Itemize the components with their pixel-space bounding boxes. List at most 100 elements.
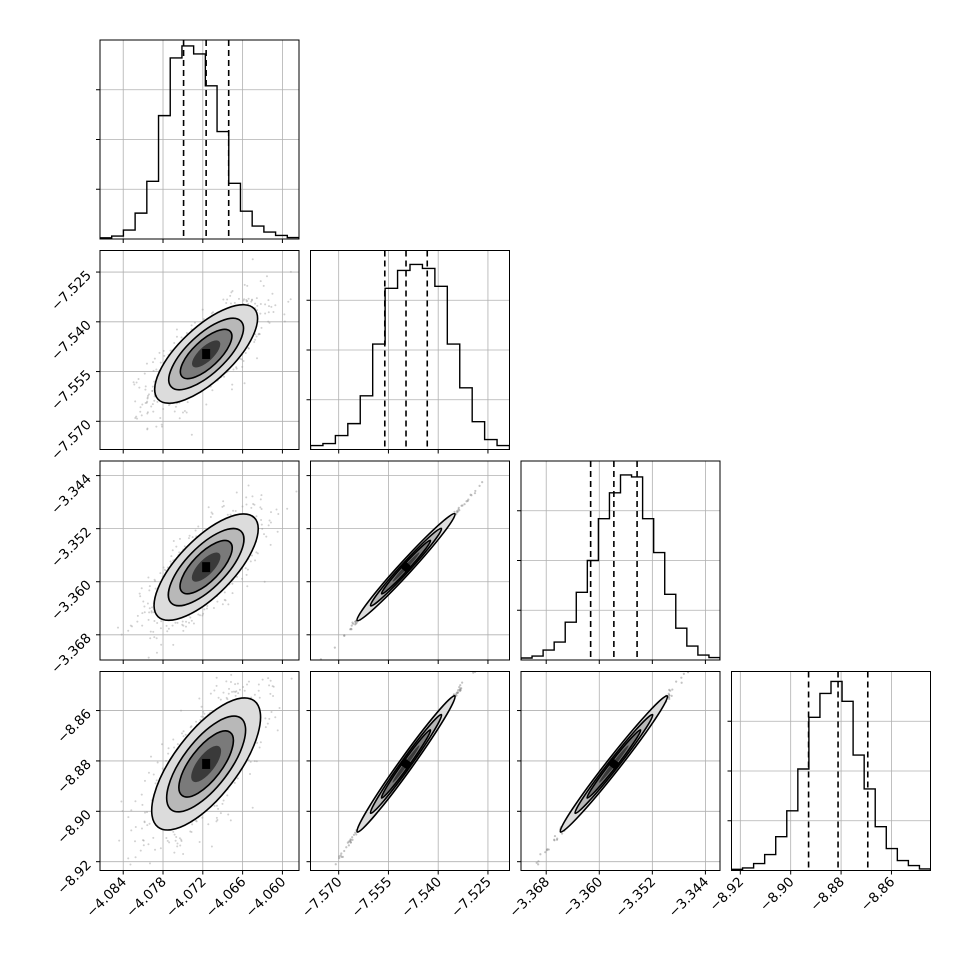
scatter-point [258, 696, 261, 699]
scatter-point [176, 845, 179, 848]
scatter-point [207, 506, 210, 509]
scatter-point [259, 312, 262, 315]
scatter-point [188, 534, 191, 537]
scatter-point [192, 622, 195, 625]
scatter-point [237, 297, 240, 300]
scatter-point [144, 388, 147, 391]
scatter-point [350, 624, 353, 627]
scatter-point [268, 684, 271, 687]
scatter-point [202, 612, 205, 615]
scatter-point [120, 633, 123, 636]
scatter-point [178, 417, 181, 420]
scatter-point [227, 603, 230, 606]
scatter-point [455, 694, 458, 697]
scatter-point [240, 358, 243, 361]
scatter-point [260, 523, 263, 526]
y-tick-label: −3.368 [48, 630, 95, 677]
scatter-point [210, 312, 213, 315]
scatter-point [181, 620, 184, 623]
scatter-point [244, 352, 247, 355]
scatter-point [155, 779, 158, 782]
scatter-point [245, 300, 248, 303]
scatter-point [172, 540, 175, 543]
scatter-point [225, 696, 228, 699]
scatter-point [241, 365, 244, 368]
contour-line [369, 713, 443, 815]
scatter-point [116, 626, 119, 629]
scatter-point [150, 405, 153, 408]
scatter-point [186, 401, 189, 404]
histogram-step [731, 680, 931, 871]
scatter-point [253, 503, 256, 506]
scatter-point [216, 600, 219, 603]
scatter-point [142, 839, 145, 842]
scatter-point [268, 519, 271, 522]
scatter-point [211, 512, 214, 515]
scatter-point [458, 688, 461, 691]
x-tick-label: −7.525 [448, 874, 495, 921]
scatter-point [173, 341, 176, 344]
scatter-point [174, 839, 177, 842]
scatter-point [146, 427, 149, 430]
scatter-point [173, 746, 176, 749]
scatter-point [211, 389, 214, 392]
contour-line [559, 694, 669, 833]
scatter-point [230, 388, 233, 391]
scatter-point [151, 385, 154, 388]
scatter-point [165, 759, 168, 762]
scatter-point [269, 521, 272, 524]
scatter-point [274, 304, 277, 307]
scatter-point [264, 717, 267, 720]
scatter-point [190, 324, 193, 327]
scatter-point [236, 575, 239, 578]
scatter-point [269, 679, 272, 682]
scatter-point [159, 627, 162, 630]
scatter-point [175, 836, 178, 839]
histogram-panel [306, 250, 510, 454]
scatter-point [150, 755, 153, 758]
scatter-point [245, 298, 248, 301]
scatter-point [539, 853, 542, 856]
scatter-point [127, 857, 130, 860]
scatter-point [289, 298, 292, 301]
scatter-point [232, 368, 235, 371]
scatter-point [136, 417, 139, 420]
scatter-point [213, 804, 216, 807]
scatter-point [201, 614, 204, 617]
panel-frame [99, 671, 300, 871]
scatter-point [251, 258, 254, 261]
scatter-point [146, 411, 149, 414]
scatter-point [171, 624, 174, 627]
scatter-point [147, 843, 150, 846]
contour-line [179, 328, 233, 380]
scatter-point [159, 417, 162, 420]
scatter-point [241, 505, 244, 508]
scatter-point [252, 503, 255, 506]
scatter-point [255, 551, 258, 554]
scatter-point [253, 760, 256, 763]
scatter-point [351, 836, 354, 839]
scatter-point [134, 856, 137, 859]
y-tick-label: −7.555 [48, 367, 95, 414]
scatter-point [267, 311, 270, 314]
scatter-point [355, 833, 358, 836]
scatter-point [147, 656, 150, 659]
scatter-point [469, 493, 472, 496]
scatter-point [202, 318, 205, 321]
scatter-point [155, 368, 158, 371]
scatter-point [202, 710, 205, 713]
scatter-point [155, 651, 158, 654]
panel-frame [310, 460, 510, 661]
scatter-point [295, 490, 298, 493]
scatter-point [152, 773, 155, 776]
scatter-point [343, 849, 346, 853]
scatter-point [461, 681, 464, 684]
scatter-point [226, 513, 229, 516]
scatter-point [152, 630, 155, 633]
scatter-point [165, 836, 168, 839]
histogram-panel [517, 460, 721, 664]
scatter-point [215, 676, 218, 679]
scatter-point [256, 741, 259, 744]
y-tick-label: −8.90 [54, 807, 95, 848]
scatter-point [467, 498, 470, 501]
